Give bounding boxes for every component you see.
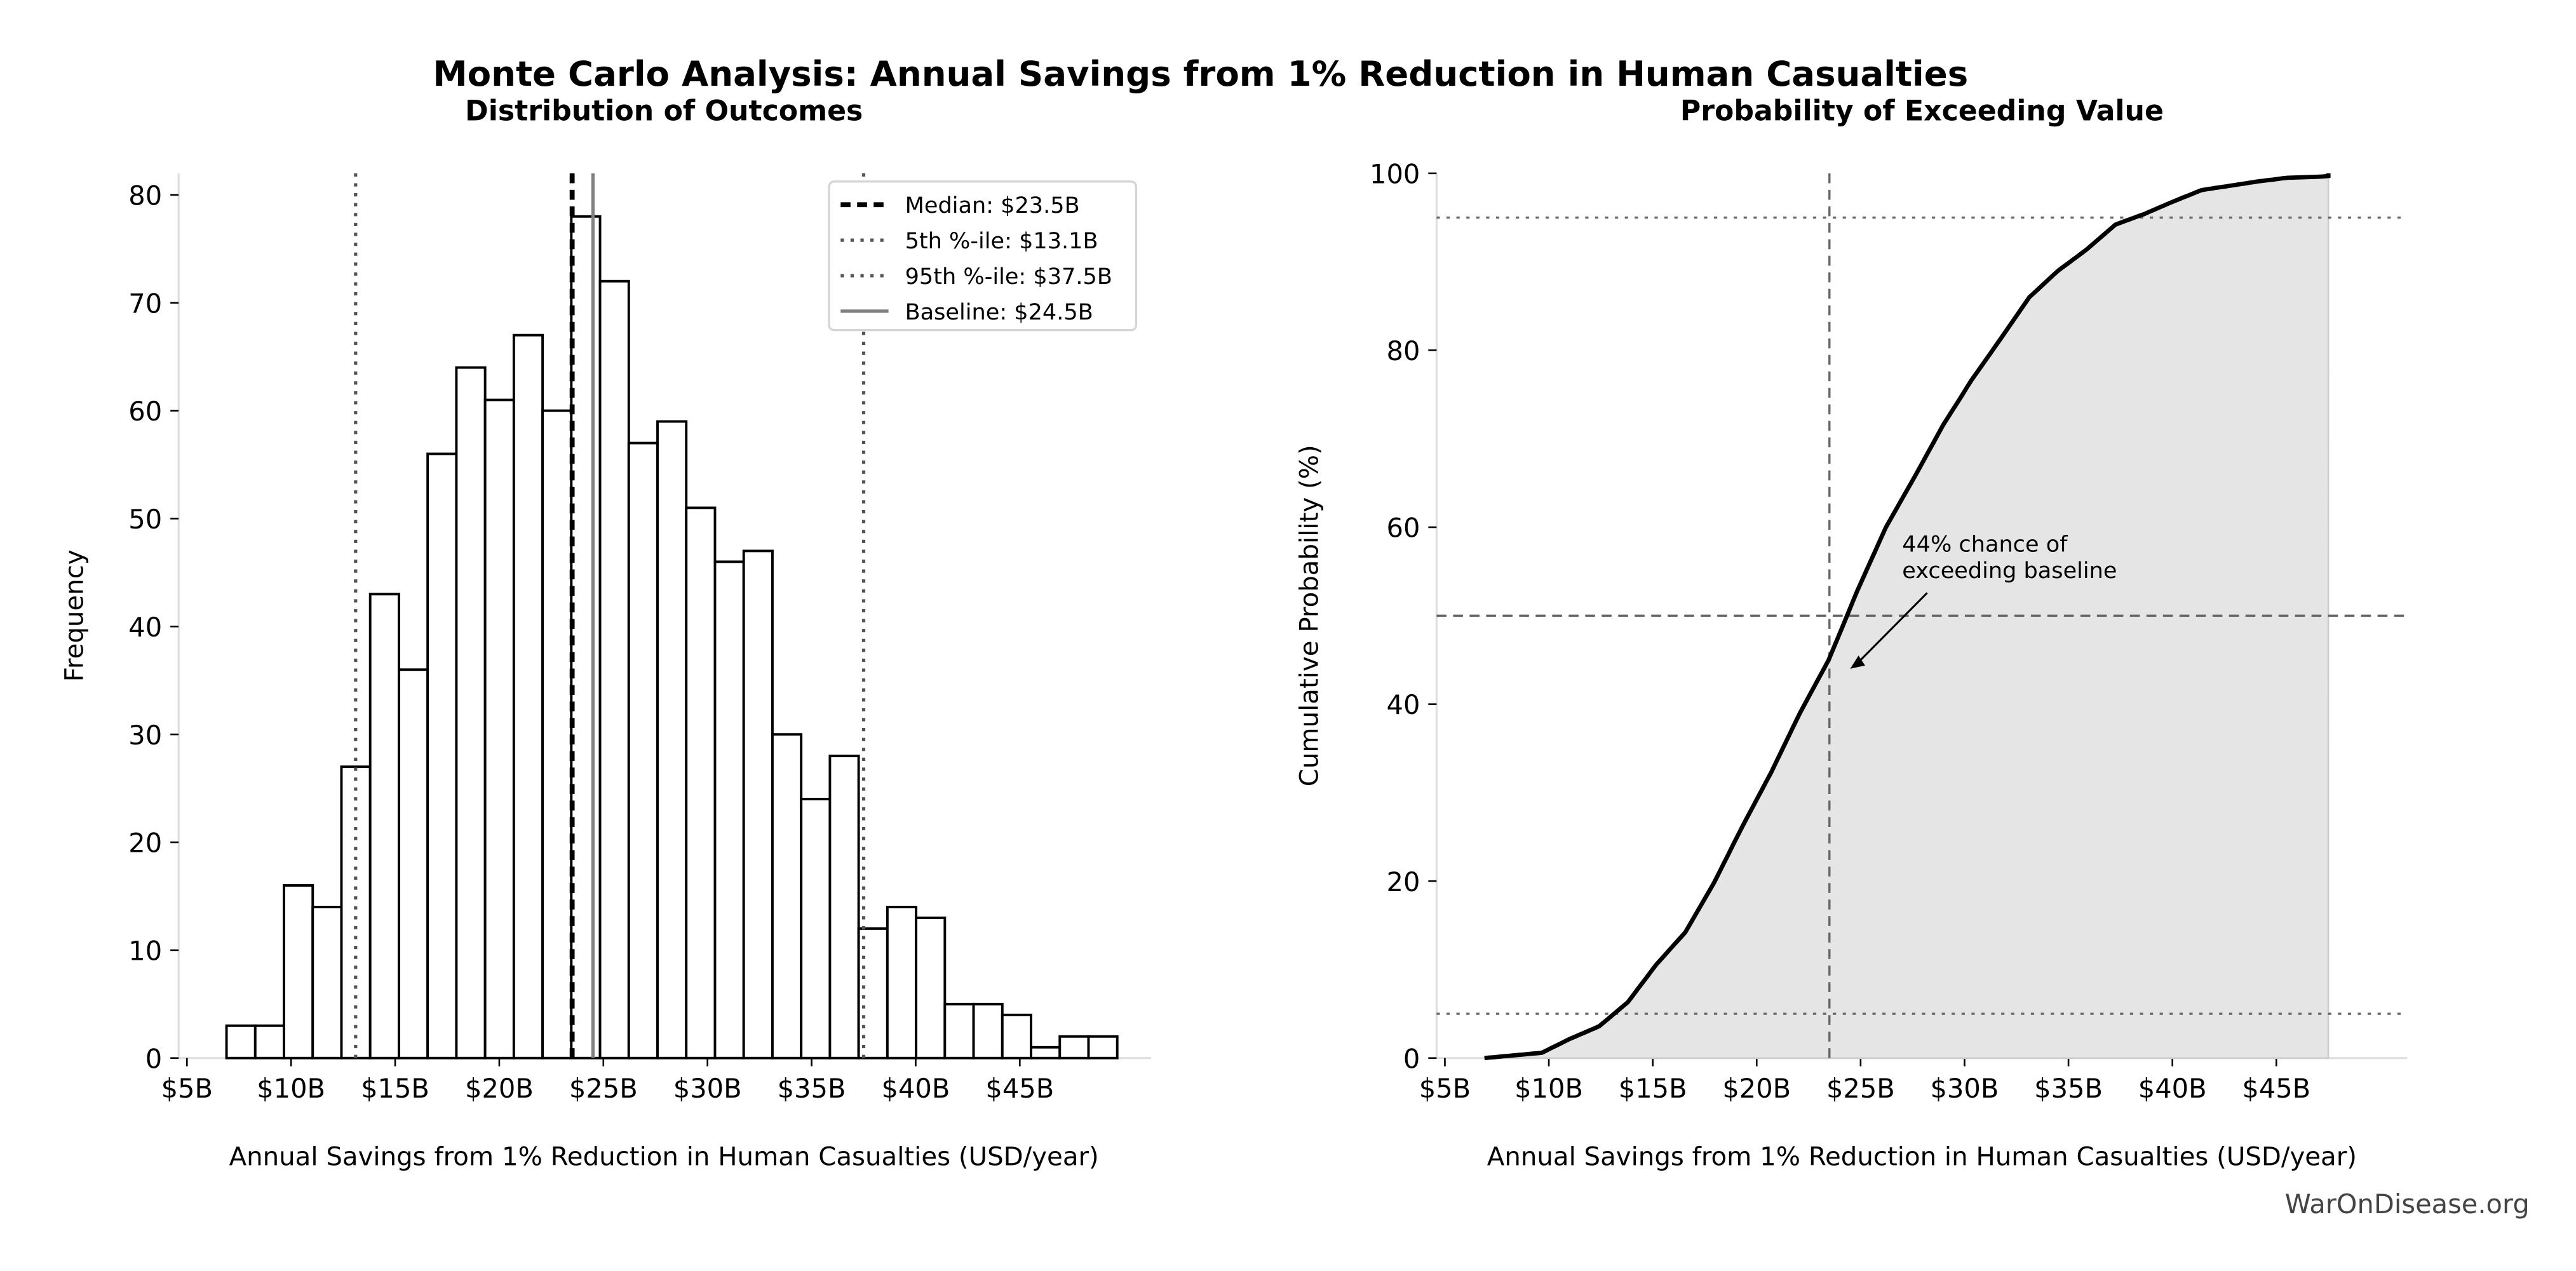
histogram-bar: [972, 1002, 1004, 1059]
histogram-bar: [397, 668, 429, 1059]
histogram-bar: [1087, 1035, 1119, 1059]
annotation-line-1: 44% chance of: [1902, 531, 2068, 557]
y-tick-label: 20: [128, 828, 162, 859]
x-tick-label: $5B: [1419, 1073, 1471, 1104]
x-tick-label: $15B: [1619, 1073, 1687, 1104]
histogram-bar: [943, 1002, 975, 1059]
histogram-bar: [742, 549, 774, 1059]
histogram-bar: [713, 560, 745, 1059]
y-tick-label: 60: [1387, 513, 1420, 544]
x-tick-label: $40B: [882, 1073, 950, 1104]
y-tick-label: 80: [1387, 335, 1420, 367]
histogram-bar: [541, 409, 573, 1059]
x-tick-label: $10B: [257, 1073, 325, 1104]
histogram-bar: [915, 916, 947, 1059]
histogram-bar: [828, 755, 860, 1059]
left-xlabel: Annual Savings from 1% Reduction in Huma…: [229, 1143, 1099, 1172]
histogram-bar: [685, 506, 717, 1059]
histogram-bar: [311, 906, 343, 1059]
y-tick-label: 40: [1387, 689, 1420, 720]
y-tick-label: 100: [1370, 158, 1420, 189]
annotation-line-2: exceeding baseline: [1902, 558, 2117, 584]
histogram-bar: [800, 798, 832, 1059]
histogram-bar: [426, 452, 458, 1059]
cdf-panel: $5B $10B $15B $20B $25B $30B $35B $40B $45B 0 20 40…: [1370, 158, 2408, 1104]
legend-label-p5: 5th %-ile: $13.1B: [905, 228, 1098, 254]
histogram-bar: [283, 884, 314, 1059]
annotation-arrowhead: [1850, 656, 1865, 669]
x-tick-label: $45B: [985, 1073, 1054, 1104]
x-tick-label: $20B: [465, 1073, 534, 1104]
right-ylabel: Cumulative Probability (%): [1295, 445, 1324, 786]
y-tick-label: 10: [128, 935, 162, 966]
legend-label-baseline: Baseline: $24.5B: [905, 299, 1093, 325]
histogram-bar: [253, 1024, 285, 1059]
x-tick-label: $25B: [1826, 1073, 1895, 1104]
x-tick-label: $5B: [161, 1073, 213, 1104]
cdf-curve: [1484, 173, 2331, 1061]
right-xlabel: Annual Savings from 1% Reduction in Huma…: [1487, 1143, 2357, 1172]
x-tick-label: $35B: [778, 1073, 846, 1104]
histogram-bar: [598, 279, 630, 1059]
left-ylabel: Frequency: [60, 549, 89, 682]
x-tick-label: $30B: [673, 1073, 742, 1104]
histogram-bar: [1001, 1013, 1032, 1059]
x-tick-label: $15B: [361, 1073, 429, 1104]
x-tick-label: $40B: [2138, 1073, 2207, 1104]
x-tick-label: $20B: [1722, 1073, 1791, 1104]
histogram-bar: [1058, 1035, 1090, 1059]
histogram-bar: [368, 593, 400, 1059]
legend-box: [828, 180, 1138, 332]
legend-label-p95: 95th %-ile: $37.5B: [905, 264, 1112, 290]
y-tick-label: 50: [128, 504, 162, 535]
x-tick-label: $45B: [2242, 1073, 2310, 1104]
y-tick-label: 30: [128, 720, 162, 751]
histogram-bar: [225, 1024, 257, 1059]
y-tick-label: 80: [128, 180, 162, 211]
x-tick-label: $10B: [1514, 1073, 1583, 1104]
histogram-panel: $5B $10B $15B $20B $25B $30B $35B $40B $45B 0 10 20…: [128, 173, 1151, 1104]
y-tick-label: 40: [128, 612, 162, 643]
histogram-bar: [771, 733, 803, 1059]
histogram-bar: [656, 420, 688, 1059]
watermark: WarOnDisease.org: [2285, 1188, 2530, 1220]
histogram-bar: [627, 441, 659, 1059]
y-tick-label: 0: [145, 1043, 162, 1074]
histogram-bar: [886, 906, 918, 1059]
right-subtitle: Probability of Exceeding Value: [1680, 95, 2164, 128]
x-tick-label: $30B: [1931, 1073, 1999, 1104]
y-tick-label: 70: [128, 288, 162, 319]
histogram-bar: [1030, 1046, 1062, 1059]
annotation-arrow: [1854, 592, 1928, 666]
legend-label-median: Median: $23.5B: [905, 192, 1080, 219]
histogram-bar: [455, 366, 487, 1059]
x-tick-label: $25B: [569, 1073, 638, 1104]
histogram-bar: [483, 398, 515, 1059]
left-subtitle: Distribution of Outcomes: [465, 95, 863, 128]
y-tick-label: 60: [128, 396, 162, 427]
figure-title: Monte Carlo Analysis: Annual Savings fro…: [433, 53, 1968, 94]
legend: Median: $23.5B 5th %-ile: $13.1B 95th %-il…: [828, 180, 1138, 332]
histogram-bar: [512, 333, 544, 1059]
y-tick-label: 20: [1387, 866, 1420, 898]
histogram-bar: [570, 215, 602, 1059]
y-tick-label: 0: [1403, 1043, 1420, 1074]
x-tick-label: $35B: [2034, 1073, 2103, 1104]
